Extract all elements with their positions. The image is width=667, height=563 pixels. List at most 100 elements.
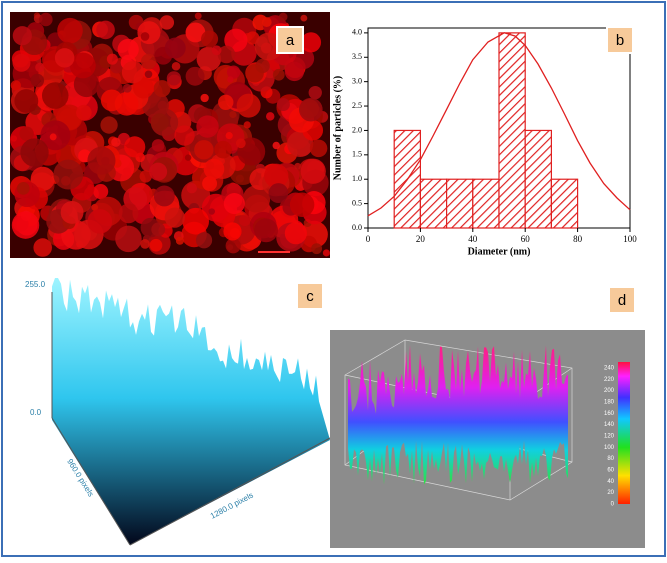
grain [57, 18, 83, 44]
x-tick-label: 80 [573, 234, 583, 244]
grain [254, 218, 278, 242]
colorbar-tick-label: 140 [604, 422, 615, 428]
grain [229, 111, 236, 118]
grain [227, 76, 233, 82]
x-tick-label: 60 [521, 234, 531, 244]
grain [20, 138, 48, 166]
colorbar-tick-label: 220 [604, 377, 615, 383]
colorbar-tick-label: 80 [607, 456, 614, 462]
grain [300, 99, 319, 118]
colorbar-tick-label: 160 [604, 411, 615, 417]
grain [88, 209, 113, 234]
grain [141, 32, 150, 41]
grain [151, 113, 169, 131]
grain [266, 112, 274, 120]
bar [473, 179, 499, 228]
grain [31, 74, 45, 88]
grain [311, 243, 322, 254]
grain [301, 159, 326, 184]
grain [290, 193, 314, 217]
grain [212, 45, 222, 55]
grain [194, 140, 213, 159]
grain [262, 17, 272, 27]
panel-b: Diameter (nm) Number of particles (%) 02… [332, 28, 637, 258]
y-tick-label: 1.0 [352, 174, 362, 183]
panel-label: b [616, 32, 624, 49]
grain [167, 71, 181, 85]
grain [269, 183, 289, 203]
grain [165, 38, 186, 59]
grain [244, 121, 251, 128]
grain [214, 141, 232, 159]
grain [100, 116, 117, 133]
grain [245, 64, 263, 82]
figure: Diameter (nm) Number of particles (%) 0 2… [0, 0, 667, 558]
grain [273, 142, 280, 149]
grain [154, 186, 175, 207]
grain [42, 82, 69, 109]
bar [499, 33, 525, 228]
y-tick-label: 1.5 [352, 150, 362, 159]
x-tick-label: 100 [623, 234, 637, 244]
grain [118, 39, 139, 60]
grain [185, 154, 191, 160]
x-axis-label: Diameter (nm) [468, 246, 531, 257]
grain [300, 15, 307, 22]
grain [152, 139, 165, 152]
bar [420, 179, 446, 228]
grain [196, 115, 218, 137]
grain [76, 105, 92, 121]
grain [195, 12, 202, 19]
panel-label: a [286, 32, 295, 49]
colorbar-tick-label: 60 [607, 468, 614, 474]
colorbar-tick-label: 120 [604, 434, 615, 440]
grain [13, 26, 32, 45]
grain [39, 13, 52, 26]
grain [172, 62, 181, 71]
grain [285, 222, 307, 244]
grain [165, 208, 185, 228]
colorbar-tick-label: 180 [604, 400, 615, 406]
panel-label: c [306, 288, 314, 305]
grain [14, 89, 38, 113]
y-axis-label: Number of particles (%) [332, 76, 343, 181]
colorbar [618, 362, 630, 504]
grain [141, 54, 157, 70]
grain [12, 211, 39, 238]
grain [285, 62, 304, 81]
grain [123, 84, 132, 93]
grain [187, 183, 197, 193]
grain [239, 215, 251, 227]
grain [174, 125, 194, 145]
grain [226, 132, 233, 139]
grain [309, 86, 322, 99]
grain [279, 13, 288, 22]
grain [204, 159, 225, 180]
x-tick-label: 40 [468, 234, 478, 244]
grain [223, 222, 241, 240]
grain [96, 21, 115, 40]
x-tick-label: 0 [366, 234, 371, 244]
colorbar-tick-label: 40 [607, 479, 614, 485]
grain [149, 163, 167, 181]
y-tick-label: 3.5 [352, 52, 362, 61]
grain [294, 163, 301, 170]
bar [525, 130, 551, 228]
grain [277, 98, 290, 111]
colorbar-tick-label: 200 [604, 388, 615, 394]
grain [140, 239, 150, 249]
grain [236, 138, 246, 148]
grain [200, 94, 208, 102]
grain [122, 61, 144, 83]
grain [53, 160, 83, 190]
grain [93, 184, 108, 199]
y-tick-label: 0.5 [352, 198, 362, 207]
colorbar-tick-label: 100 [604, 445, 615, 451]
grain [50, 133, 57, 140]
grain [176, 237, 184, 245]
grain [182, 208, 209, 235]
grain [11, 80, 21, 90]
panel-label: d [618, 292, 626, 309]
grain [137, 21, 160, 44]
grain [61, 201, 84, 224]
